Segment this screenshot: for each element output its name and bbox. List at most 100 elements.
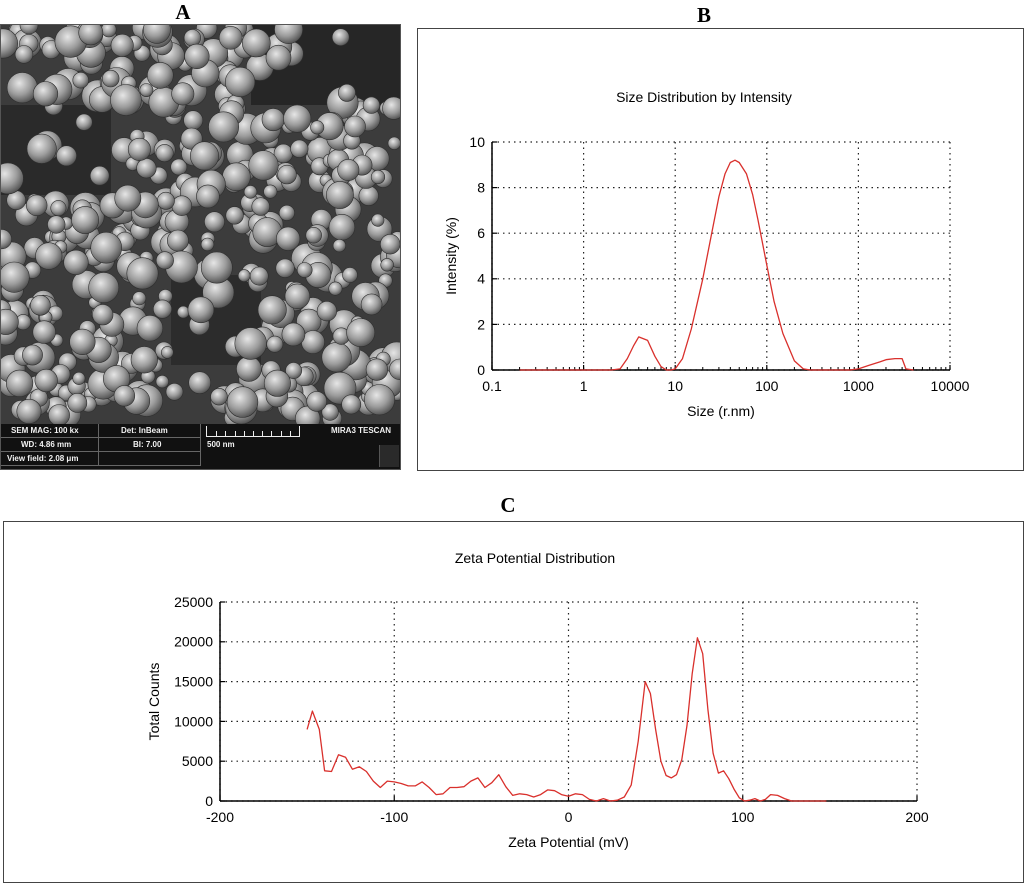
sem-grain	[1, 28, 18, 59]
sem-corner-mark	[379, 445, 399, 467]
sem-grain	[72, 371, 86, 385]
sem-grain	[237, 269, 251, 282]
sem-grain	[47, 215, 66, 234]
sem-image	[1, 25, 400, 424]
scale-bar-tick	[234, 431, 236, 436]
sem-grain	[305, 227, 322, 244]
y-tick-label: 5000	[182, 753, 213, 769]
sem-grain	[56, 145, 77, 167]
sem-grain	[101, 69, 120, 88]
sem-grain	[243, 185, 258, 199]
sem-grain	[71, 206, 100, 234]
sem-grain	[251, 197, 270, 216]
sem-grain	[382, 96, 400, 120]
y-tick-label: 25000	[174, 594, 213, 610]
sem-grain	[92, 304, 114, 326]
y-tick-label: 10	[469, 134, 485, 150]
sem-grain	[184, 43, 210, 69]
sem-grain	[110, 84, 142, 116]
sem-grain	[48, 404, 70, 424]
data-series-line	[519, 159, 914, 371]
sem-grain	[380, 234, 400, 255]
sem-grain	[249, 266, 269, 286]
x-tick-label: 100	[755, 378, 779, 394]
sem-grain	[143, 25, 171, 44]
x-axis-label: Size (r.nm)	[687, 403, 755, 419]
sem-info-bar: SEM MAG: 100 kx Det: InBeam WD: 4.86 mm …	[1, 424, 400, 469]
sem-grain	[242, 28, 271, 58]
x-tick-label: 10	[667, 378, 683, 394]
sem-grain	[265, 44, 292, 71]
scale-bar-tick	[271, 431, 273, 436]
sem-grain	[360, 293, 383, 316]
x-tick-label: 0	[565, 809, 573, 825]
sem-grain	[32, 320, 56, 344]
sem-grain	[200, 237, 215, 252]
x-tick-label: 0.1	[482, 378, 502, 394]
sem-grain	[328, 281, 343, 296]
sem-grain	[266, 335, 284, 353]
sem-magnification: SEM MAG: 100 kx	[1, 424, 99, 438]
sem-grain	[274, 25, 303, 44]
sem-grain	[183, 110, 204, 131]
sem-grain	[183, 29, 201, 47]
sem-grain	[63, 249, 89, 275]
sem-grain	[204, 211, 225, 233]
sem-grain	[14, 45, 34, 64]
sem-grain	[296, 262, 313, 278]
sem-grain	[139, 83, 154, 97]
sem-grain	[127, 137, 151, 161]
sem-grain	[19, 25, 39, 35]
scale-bar-tick	[280, 431, 282, 436]
sem-grain	[166, 229, 189, 252]
sem-grain	[155, 144, 174, 163]
sem-grain	[156, 191, 175, 210]
x-tick-label: 100	[731, 809, 755, 825]
sem-micrograph: SEM MAG: 100 kx Det: InBeam WD: 4.86 mm …	[0, 24, 401, 470]
sem-grain	[155, 251, 174, 270]
sem-grain	[90, 231, 122, 264]
sem-grain	[389, 358, 400, 380]
sem-grain	[257, 295, 287, 325]
sem-grain	[261, 108, 285, 132]
x-axis-label: Zeta Potential (mV)	[508, 834, 629, 850]
scale-bar-tick	[289, 431, 291, 436]
sem-grain	[1, 229, 12, 250]
sem-brand: MIRA3 TESCAN	[331, 426, 392, 435]
chart-title: Size Distribution by Intensity	[616, 89, 792, 105]
scale-bar-label: 500 nm	[207, 440, 235, 449]
sem-grain	[89, 165, 110, 186]
x-tick-label: 1000	[843, 378, 874, 394]
sem-grain	[188, 371, 211, 395]
sem-grain	[332, 239, 347, 253]
zeta-potential-chart: -200 -100 0 100 200 0 5000 10000 15000 20000 25000…	[146, 550, 929, 850]
y-tick-label: 8	[477, 180, 485, 196]
size-distribution-chart: 0.1 1 10 100 1000 10000 0 2 4 6 8 10 Size Distributi…	[443, 89, 970, 419]
sem-grain	[331, 28, 350, 46]
sem-grain	[75, 113, 93, 131]
sem-grain	[208, 111, 240, 143]
sem-grain	[171, 82, 195, 106]
sem-grain	[136, 315, 164, 342]
sem-grain	[248, 150, 279, 181]
sem-grain	[284, 283, 311, 309]
sem-grain	[310, 120, 325, 135]
data-series-line	[306, 637, 827, 802]
panel-label-a: A	[175, 0, 191, 24]
sem-grain	[236, 356, 262, 382]
sem-grain	[218, 26, 243, 50]
sem-grain	[306, 391, 328, 412]
sem-grain	[32, 81, 59, 107]
sem-grain	[222, 162, 251, 192]
y-tick-label: 0	[477, 362, 485, 378]
sem-grain	[210, 388, 228, 406]
sem-grain	[277, 164, 297, 185]
sem-grain	[35, 242, 63, 270]
y-tick-label: 6	[477, 225, 485, 241]
sem-grain	[6, 72, 38, 104]
sem-grain	[344, 115, 366, 138]
sem-grain	[278, 204, 295, 221]
sem-grain	[67, 392, 88, 413]
sem-grain	[234, 327, 267, 360]
y-tick-label: 4	[477, 271, 485, 287]
